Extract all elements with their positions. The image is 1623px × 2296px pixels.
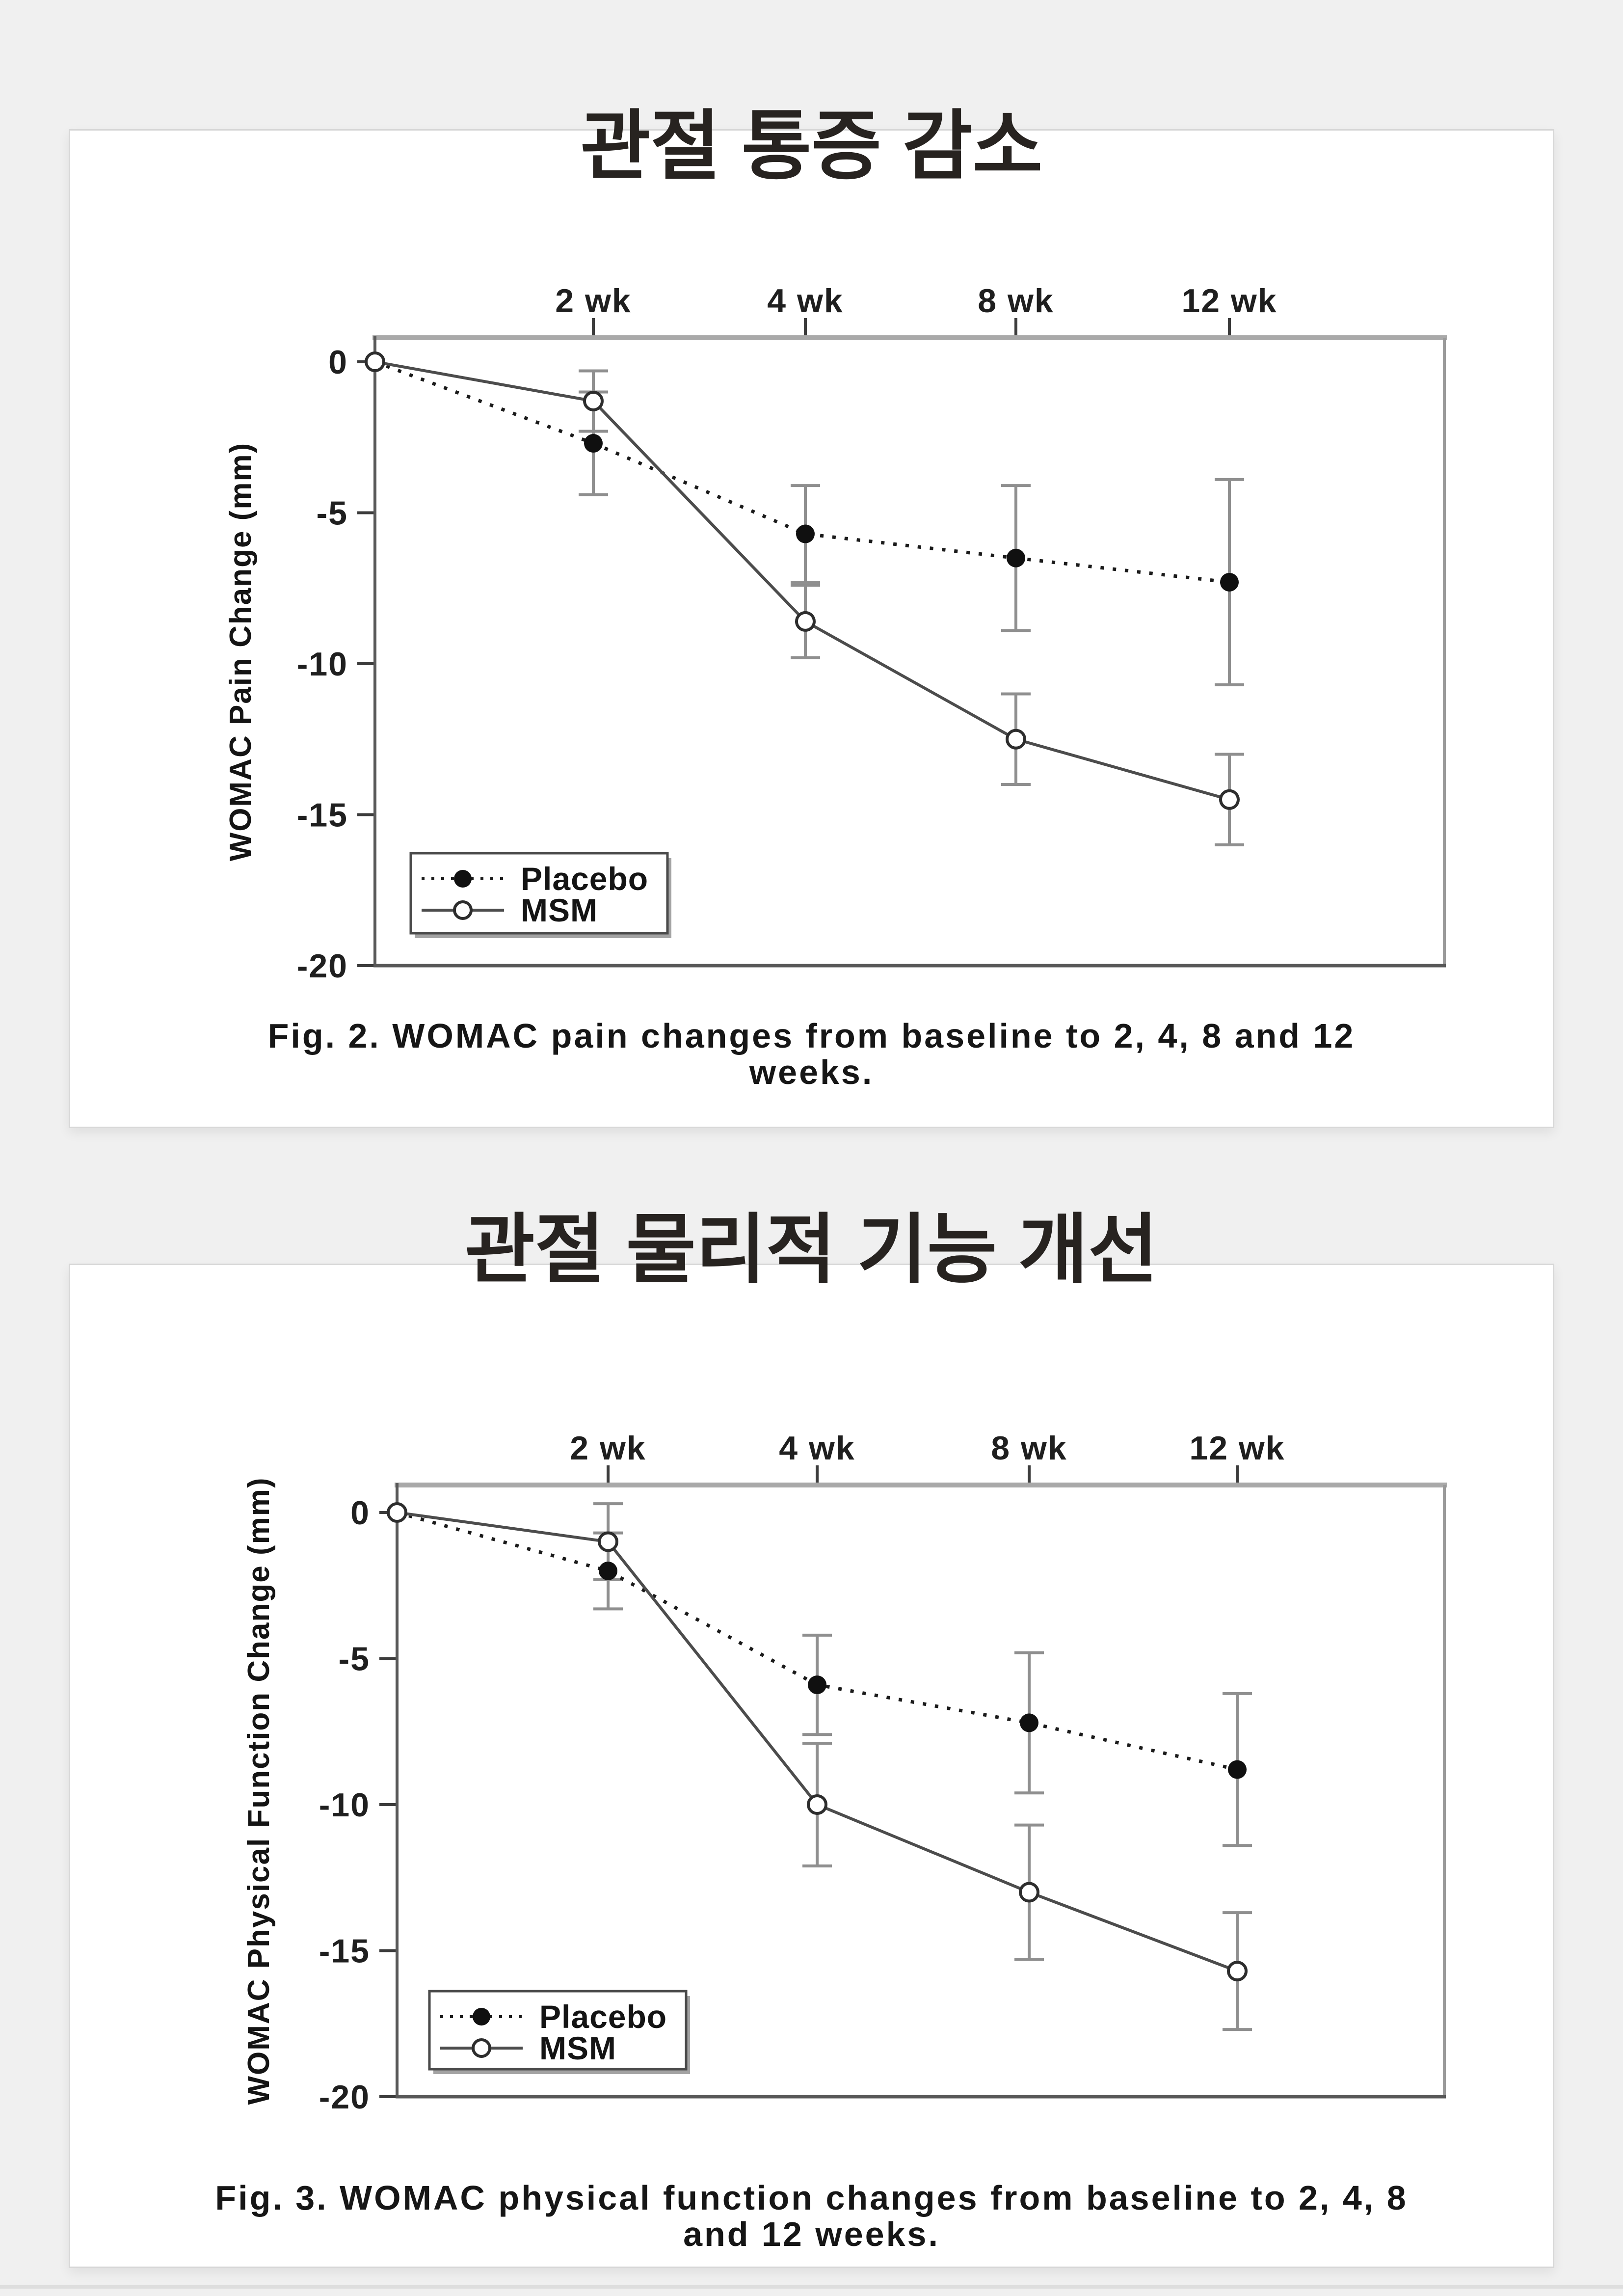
figure-title-pain: 관절 통증 감소 (580, 104, 1043, 189)
msm-marker (795, 611, 816, 632)
y-tick-label: -15 (319, 1933, 370, 1970)
y-axis-title: WOMAC Physical Function Change (mm) (242, 1477, 276, 2105)
figure-card-function: 관절 물리적 기능 개선 2 wk 4 wk 8 wk 12 wk 0 -5 -10 -15-… (69, 1212, 1554, 2268)
y-tick-label: -10 (297, 646, 348, 683)
legend-box (428, 1990, 688, 2071)
legend-label: Placebo (521, 861, 648, 897)
y-axis-title: WOMAC Pain Change (mm) (224, 442, 258, 861)
bottom-divider (0, 2285, 1623, 2289)
placebo-marker (808, 1675, 826, 1695)
msm-marker (1227, 1961, 1248, 1982)
y-tick-label: -10 (319, 1786, 370, 1824)
legend-label: MSM (521, 892, 598, 928)
x-tick-label: 2 wk (555, 282, 631, 320)
msm-marker (365, 351, 385, 372)
womac-pain-chart: 2 wk 4 wk 8 wk 12 wk 0 -5 -10 -15 -20 WOMAC Pain … (224, 282, 1447, 985)
msm-marker (598, 1531, 618, 1552)
placebo-marker (796, 524, 815, 543)
caption-line-2: weeks. (749, 1053, 874, 1092)
legend-marker-placebo (454, 870, 472, 888)
placebo-marker (1020, 1713, 1038, 1732)
msm-marker (1006, 729, 1026, 750)
caption-line-1: Fig. 2. WOMAC pain changes from baseline… (267, 1017, 1356, 1055)
x-tick-label: 2 wk (570, 1430, 646, 1467)
x-tick-label: 4 wk (779, 1430, 855, 1467)
msm-line (374, 360, 1230, 801)
y-tick-label: -15 (297, 797, 348, 834)
msm-marker (583, 390, 604, 411)
y-tick-label: -20 (319, 2079, 370, 2116)
placebo-marker (599, 1562, 617, 1580)
figure-caption-function: Fig. 3. WOMAC physical function changes … (70, 2180, 1553, 2252)
x-tick-label: 4 wk (767, 282, 843, 320)
placebo-line (374, 360, 1230, 584)
caption-line-1: Fig. 3. WOMAC physical function changes … (215, 2179, 1408, 2217)
placebo-marker (1220, 572, 1239, 592)
placebo-marker (1007, 548, 1025, 567)
msm-marker (1019, 1882, 1039, 1903)
y-tick-label: 0 (328, 344, 348, 381)
caption-line-2: and 12 weeks. (683, 2215, 940, 2254)
y-tick-label: -5 (339, 1641, 370, 1678)
legend-label: Placebo (539, 1999, 667, 2035)
y-tick-label: -5 (317, 495, 348, 532)
figure-card-pain: 관절 통증 감소 2 wk 4 wk 8 wk 12 wk 0 -5 -10 -15 -20 WO… (69, 108, 1554, 1128)
womac-function-chart: 2 wk 4 wk 8 wk 12 wk 0 -5 -10 -15 -20 WOMAC Physi… (242, 1430, 1447, 2116)
msm-marker (387, 1502, 407, 1523)
placebo-marker (1228, 1760, 1247, 1779)
placebo-marker (584, 434, 603, 453)
x-tick-label: 12 wk (1181, 282, 1277, 320)
legend-marker-msm (472, 2038, 491, 2058)
legend-marker-placebo (473, 2008, 490, 2026)
legend-marker-msm (453, 900, 473, 920)
legend-label: MSM (539, 2030, 616, 2066)
figure-title-function: 관절 물리적 기능 개선 (465, 1207, 1158, 1292)
msm-marker (807, 1794, 827, 1815)
y-tick-label: -20 (297, 947, 348, 985)
x-tick-label: 8 wk (978, 282, 1054, 320)
figure-caption-pain: Fig. 2. WOMAC pain changes from baseline… (70, 1018, 1553, 1090)
x-tick-label: 8 wk (991, 1430, 1067, 1467)
y-tick-label: 0 (350, 1494, 370, 1532)
x-tick-label: 12 wk (1189, 1430, 1285, 1467)
msm-marker (1219, 789, 1240, 810)
legend-box (409, 852, 669, 935)
